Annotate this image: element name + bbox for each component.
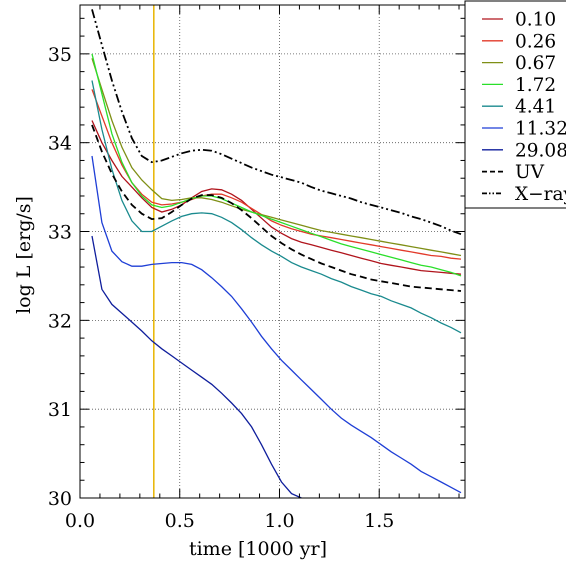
y-axis-label: log L [erg/s] <box>13 196 35 314</box>
series-line-7 <box>91 124 462 292</box>
plot-frame <box>79 4 466 499</box>
legend-label-5: 11.32 <box>515 119 566 140</box>
axis-ticks <box>79 5 465 499</box>
y-tick-label: 31 <box>48 399 72 421</box>
y-tick-label: 30 <box>48 488 72 510</box>
series-line-2 <box>91 58 462 257</box>
series-line-8 <box>91 9 462 236</box>
x-tick-label: 1.0 <box>264 510 294 532</box>
legend-box <box>464 0 566 209</box>
legend-label-2: 0.67 <box>515 53 556 74</box>
series-line-1 <box>91 89 462 260</box>
x-tick-label: 1.5 <box>364 510 394 532</box>
grid-lines <box>80 5 465 498</box>
x-tick-labels: 0.0 0.5 1.0 1.5 <box>65 510 394 532</box>
legend-label-1: 0.26 <box>515 31 556 52</box>
series-line-3 <box>91 53 462 277</box>
x-tick-label: 0.5 <box>165 510 195 532</box>
y-tick-label: 35 <box>48 44 72 66</box>
legend-label-7: UV <box>515 162 545 183</box>
legend-label-8: X−ray <box>515 184 566 205</box>
y-tick-labels: 30 31 32 33 34 35 <box>48 44 72 510</box>
series-line-0 <box>91 120 462 275</box>
legend-label-0: 0.10 <box>515 10 556 31</box>
legend-label-6: 29.08 <box>515 140 566 161</box>
series-lines <box>91 9 462 498</box>
x-tick-label: 0.0 <box>65 510 95 532</box>
legend-label-3: 1.72 <box>515 75 556 96</box>
series-line-5 <box>91 155 462 494</box>
y-tick-label: 32 <box>48 310 72 332</box>
series-line-4 <box>91 80 462 334</box>
y-tick-label: 33 <box>48 222 72 244</box>
x-axis-label: time [1000 yr] <box>189 538 327 560</box>
y-tick-label: 34 <box>48 133 72 155</box>
series-line-6 <box>91 235 302 498</box>
legend-label-4: 4.41 <box>515 97 556 118</box>
